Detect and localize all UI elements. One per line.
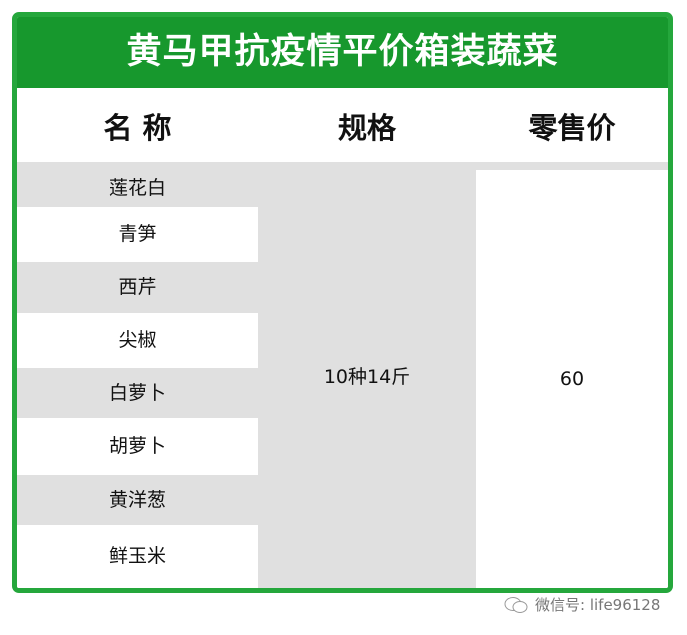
spec-cell: 10种14斤: [258, 162, 476, 588]
item-name: 鲜玉米: [17, 525, 258, 588]
item-name: 黄洋葱: [17, 475, 258, 525]
price-table: 黄马甲抗疫情平价箱装蔬菜 名 称 规格 零售价 10种14斤 60 莲花白 青笋西…: [12, 12, 673, 593]
watermark: 微信号: life96128: [503, 594, 660, 615]
watermark-text: 微信号: life96128: [535, 596, 661, 614]
table-title: 黄马甲抗疫情平价箱装蔬菜: [17, 17, 668, 88]
header-spec: 规格: [337, 111, 396, 145]
header-name: 名 称: [103, 111, 172, 145]
item-name: 白萝卜: [17, 368, 258, 418]
item-name: 胡萝卜: [17, 418, 258, 475]
item-name: 尖椒: [17, 313, 258, 368]
item-name: 青笋: [17, 207, 258, 262]
price-cell: 60: [476, 170, 668, 588]
wechat-icon: [504, 596, 528, 613]
item-name: 莲花白: [17, 170, 258, 207]
header-price: 零售价: [528, 111, 616, 145]
item-name: 西芹: [17, 262, 258, 313]
